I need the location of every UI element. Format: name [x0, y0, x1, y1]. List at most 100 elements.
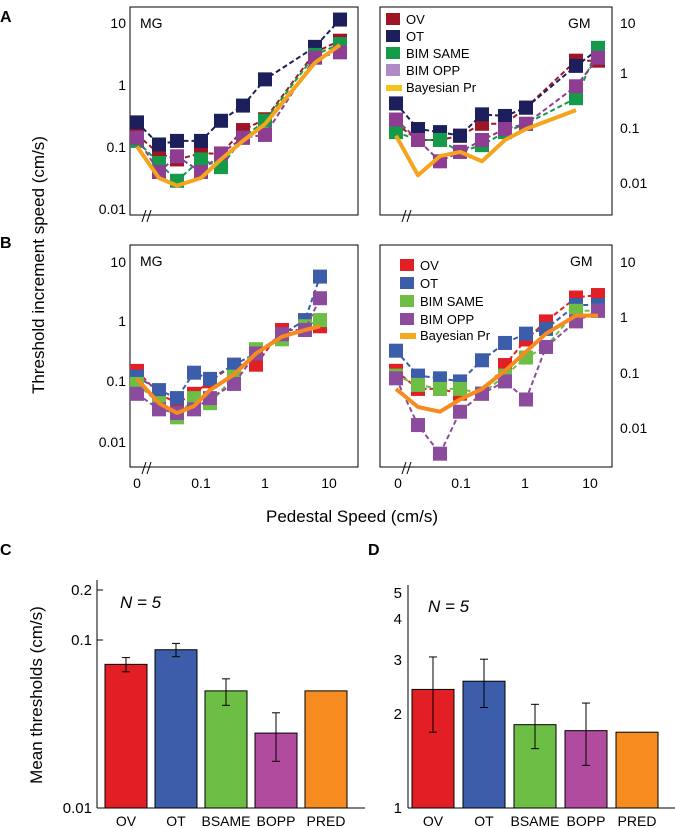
data-point	[453, 128, 467, 143]
legend-label-ot: OT	[406, 29, 424, 44]
xtick-pred: PRED	[618, 813, 657, 828]
y-axis-label-bottom: Mean thresholds (cm/s)	[27, 606, 46, 784]
data-point	[569, 58, 583, 73]
ytick: 2	[394, 706, 402, 723]
data-point	[569, 79, 583, 94]
ytick: 3	[394, 652, 402, 669]
data-point	[152, 383, 166, 398]
panel-b-mg-xticks: 0 0.1 1 10	[133, 475, 337, 491]
y-axis-label-top: Threshold increment speed (cm/s)	[29, 136, 48, 394]
data-point	[475, 353, 489, 368]
panel-d: 5 4 3 2 1 N = 5 OV OT BSAME BOPP PRED	[394, 585, 675, 828]
x-axis-label-top: Pedestal Speed (cm/s)	[266, 507, 438, 526]
panel-label-a: A	[0, 9, 12, 26]
panel-b-mg-series	[130, 269, 327, 425]
panel-b-mg-yticks: 10 1 0.1 0.01	[99, 254, 126, 450]
data-point	[389, 371, 403, 386]
data-point	[227, 376, 241, 391]
xtick-ov: OV	[116, 813, 137, 828]
ytick: 0.1	[71, 632, 92, 649]
panel-b-mg: MG 10 1 0.1 0.01 0 0.1 1 10 OV OT BIM SA…	[99, 244, 491, 491]
panel-a-mg-series	[130, 12, 347, 188]
ytick: 10	[620, 254, 636, 270]
data-point	[130, 115, 144, 130]
data-point	[194, 133, 208, 148]
data-point	[333, 12, 347, 27]
data-point	[236, 98, 250, 113]
xtick-bopp: BOPP	[567, 813, 606, 828]
axis-break	[401, 209, 412, 223]
data-point	[258, 72, 272, 87]
ytick: 0.01	[620, 420, 647, 436]
xtick-ot: OT	[474, 813, 494, 828]
panel-b-gm-xticks: 0 0.1 1 10	[394, 475, 598, 491]
legend-label-ov: OV	[420, 258, 439, 273]
data-point	[433, 446, 447, 461]
data-point	[194, 152, 208, 167]
legend-swatch-bayesian	[386, 85, 402, 91]
data-point	[130, 386, 144, 401]
data-point	[498, 122, 512, 137]
ytick: 0.1	[107, 139, 127, 155]
data-point	[519, 326, 533, 341]
legend-label-bim-opp: BIM OPP	[406, 63, 460, 78]
xtick: 1	[261, 475, 269, 491]
data-point	[170, 149, 184, 164]
bar-bsame	[204, 690, 248, 809]
ytick: 0.1	[620, 365, 640, 381]
series-line-bim-same	[395, 309, 598, 395]
data-point	[227, 357, 241, 372]
data-point	[569, 91, 583, 106]
bar-pred	[304, 690, 348, 809]
data-point	[411, 122, 425, 137]
axis-break	[401, 461, 412, 475]
ytick: 0.01	[99, 434, 126, 450]
data-point	[187, 365, 201, 380]
data-point	[519, 392, 533, 407]
xtick: 0	[394, 475, 402, 491]
panel-a-mg-yticks: 10 1 0.1 0.01	[99, 15, 126, 217]
series-line-ot	[136, 18, 341, 146]
legend-swatch-ot	[400, 277, 414, 289]
legend-label-ot: OT	[420, 276, 438, 291]
legend-label-bim-same: BIM SAME	[420, 294, 484, 309]
xtick: 0.1	[191, 475, 211, 491]
data-point	[389, 96, 403, 111]
ytick: 0.01	[63, 800, 92, 817]
data-point	[539, 339, 553, 354]
series-line-ot	[136, 276, 321, 400]
bar-ot	[154, 649, 198, 809]
series-line-bayesian-pr	[135, 43, 342, 188]
data-point	[411, 377, 425, 392]
legend-label-ov: OV	[406, 12, 425, 27]
panel-b-mg-title: MG	[140, 253, 163, 269]
data-point	[498, 374, 512, 389]
series-line-ot	[395, 304, 598, 383]
panel-a-gm-yticks-right: 10 1 0.1 0.01	[620, 15, 647, 191]
panel-b-gm-yticks-right: 10 1 0.1 0.01	[620, 254, 647, 436]
panel-d-annotation: N = 5	[428, 597, 470, 616]
legend-swatch-bayesian	[400, 333, 416, 339]
axis-break	[141, 209, 152, 223]
ytick: 0.1	[107, 373, 127, 389]
panel-label-d: D	[368, 542, 380, 559]
data-point	[249, 357, 263, 372]
series-line-ov	[136, 325, 321, 405]
ytick: 1	[118, 77, 126, 93]
ytick: 1	[118, 313, 126, 329]
data-point	[313, 269, 327, 284]
legend-label-bayesian: Bayesian Pr	[420, 328, 491, 343]
ytick: 10	[110, 254, 126, 270]
series-line-bim-opp	[136, 297, 321, 414]
xtick-bsame: BSAME	[201, 813, 250, 828]
ytick: 10	[620, 15, 636, 31]
data-point	[389, 125, 403, 140]
legend-swatch-bim-same	[386, 47, 400, 59]
xtick-bsame: BSAME	[510, 813, 559, 828]
panel-a-gm-series	[389, 40, 605, 178]
panel-b-gm-series	[389, 288, 605, 461]
ytick: 4	[394, 611, 402, 628]
panel-a-gm: GM 10 1 0.1 0.01	[379, 6, 647, 223]
xtick: 10	[582, 475, 598, 491]
data-point	[411, 132, 425, 147]
